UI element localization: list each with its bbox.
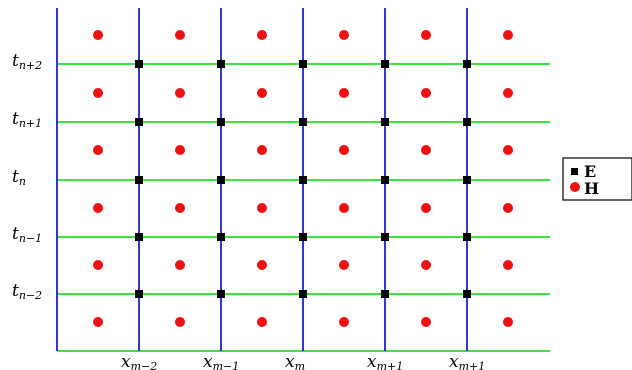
h-node-marker [339, 145, 349, 155]
x-label: xm−1 [203, 352, 239, 370]
h-node-marker [93, 88, 103, 98]
h-node-marker [175, 317, 185, 327]
e-node-marker [299, 290, 307, 298]
h-node-marker [93, 145, 103, 155]
e-node-marker [217, 118, 225, 126]
e-node-marker [299, 118, 307, 126]
h-node-marker [175, 88, 185, 98]
h-node-marker [503, 88, 513, 98]
h-node-marker [339, 203, 349, 213]
h-node-marker [421, 88, 431, 98]
h-node-marker [503, 145, 513, 155]
legend-e-square-icon [571, 168, 578, 175]
h-node-marker [175, 260, 185, 270]
h-node-marker [339, 317, 349, 327]
h-node-marker [339, 260, 349, 270]
x-label: xm [285, 352, 305, 370]
h-node-marker [339, 88, 349, 98]
legend-h-circle-icon [570, 182, 580, 192]
t-label: tn [12, 167, 26, 188]
h-node-marker [339, 30, 349, 40]
e-node-marker [463, 290, 471, 298]
e-node-marker [217, 176, 225, 184]
h-node-marker [503, 317, 513, 327]
t-label: tn−2 [12, 281, 42, 302]
e-node-marker [381, 60, 389, 68]
legend-h-label: H [584, 179, 599, 198]
e-node-marker [135, 290, 143, 298]
e-node-marker [135, 118, 143, 126]
e-markers [135, 60, 471, 298]
t-axis-labels: tn+2 tn+1 tn tn−1 tn−2 [12, 51, 42, 302]
h-node-marker [257, 88, 267, 98]
e-node-marker [381, 118, 389, 126]
e-node-marker [299, 60, 307, 68]
legend-e-label: E [584, 162, 596, 181]
h-node-marker [503, 30, 513, 40]
x-label: xm−2 [121, 352, 157, 370]
h-node-marker [93, 203, 103, 213]
e-node-marker [299, 176, 307, 184]
h-node-marker [93, 260, 103, 270]
legend-box [562, 157, 632, 201]
h-node-marker [503, 203, 513, 213]
e-node-marker [463, 60, 471, 68]
e-node-marker [217, 60, 225, 68]
h-node-marker [257, 260, 267, 270]
h-node-marker [421, 30, 431, 40]
x-axis-labels: xm−2 xm−1 xm xm+1 xm+1 [121, 352, 485, 370]
t-label: tn−1 [12, 224, 42, 245]
e-node-marker [381, 233, 389, 241]
h-node-marker [421, 203, 431, 213]
e-node-marker [135, 233, 143, 241]
h-node-marker [175, 203, 185, 213]
e-node-marker [217, 233, 225, 241]
e-node-marker [135, 60, 143, 68]
h-node-marker [93, 30, 103, 40]
e-node-marker [381, 290, 389, 298]
h-node-marker [175, 30, 185, 40]
e-node-marker [463, 233, 471, 241]
h-node-marker [257, 30, 267, 40]
e-node-marker [217, 290, 225, 298]
e-node-marker [135, 176, 143, 184]
h-node-marker [93, 317, 103, 327]
h-markers [93, 30, 513, 327]
x-label: xm+1 [449, 352, 485, 370]
h-node-marker [175, 145, 185, 155]
h-node-marker [257, 317, 267, 327]
h-node-marker [257, 145, 267, 155]
h-node-marker [421, 260, 431, 270]
t-label: tn+2 [12, 51, 42, 72]
e-node-marker [463, 176, 471, 184]
h-node-marker [421, 145, 431, 155]
h-node-marker [421, 317, 431, 327]
h-node-marker [257, 203, 267, 213]
t-label: tn+1 [12, 109, 42, 130]
e-node-marker [299, 233, 307, 241]
e-node-marker [463, 118, 471, 126]
e-node-marker [381, 176, 389, 184]
x-label: xm+1 [367, 352, 403, 370]
h-node-marker [503, 260, 513, 270]
legend: E H [562, 157, 632, 201]
